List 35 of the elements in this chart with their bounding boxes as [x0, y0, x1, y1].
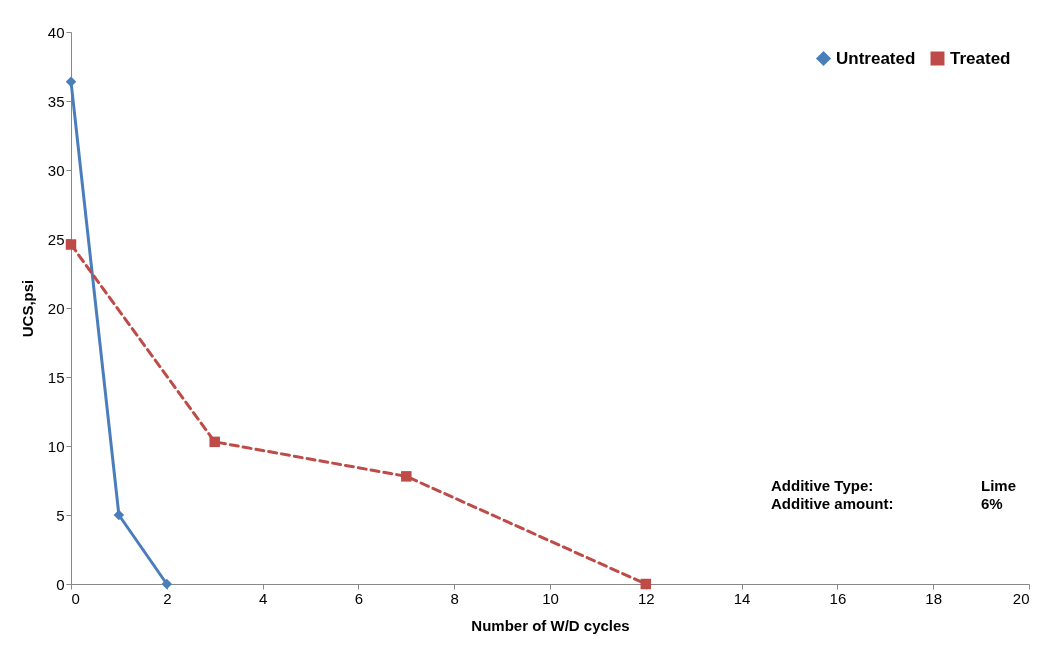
legend-label: Untreated	[836, 48, 916, 68]
x-tick-label: 16	[829, 589, 847, 607]
y-tick-label: 10	[47, 437, 65, 455]
x-tick-label: 14	[733, 589, 751, 607]
point	[640, 578, 652, 590]
point	[161, 578, 173, 590]
y-tick-label: 5	[56, 506, 65, 524]
legend-label: Treated	[950, 48, 1011, 68]
y-tick-label: 35	[47, 92, 65, 110]
point	[65, 239, 77, 250]
x-axis-title: Number of W/D cycles	[471, 616, 630, 634]
x-tick-label: 10	[542, 589, 559, 607]
y-tick-label: 40	[47, 23, 65, 41]
x-tick-label: 6	[354, 589, 364, 607]
x-tick-label: 12	[637, 589, 655, 607]
y-tick-label: 15	[47, 368, 65, 386]
y-tick-label: 0	[56, 575, 65, 593]
point	[209, 436, 220, 448]
x-tick-label: 18	[925, 589, 943, 607]
point	[113, 509, 125, 521]
x-tick-label: 8	[450, 589, 459, 607]
y-tick-label: 30	[47, 161, 65, 179]
annotation: Lime	[981, 477, 1017, 494]
annotation: 6%	[981, 495, 1003, 512]
y-tick-label: 20	[47, 299, 65, 317]
annotation: Additive Type:	[771, 477, 874, 494]
y-axis-title: UCS,psi	[18, 279, 36, 338]
x-tick-label: 4	[258, 589, 268, 607]
point	[401, 471, 412, 482]
x-tick-label: 2	[163, 589, 172, 607]
annotation: Additive amount:	[771, 495, 894, 512]
x-tick-label: 0	[71, 589, 80, 607]
y-tick-label: 25	[47, 230, 65, 248]
point	[65, 76, 77, 87]
x-tick-label: 20	[1012, 589, 1030, 607]
